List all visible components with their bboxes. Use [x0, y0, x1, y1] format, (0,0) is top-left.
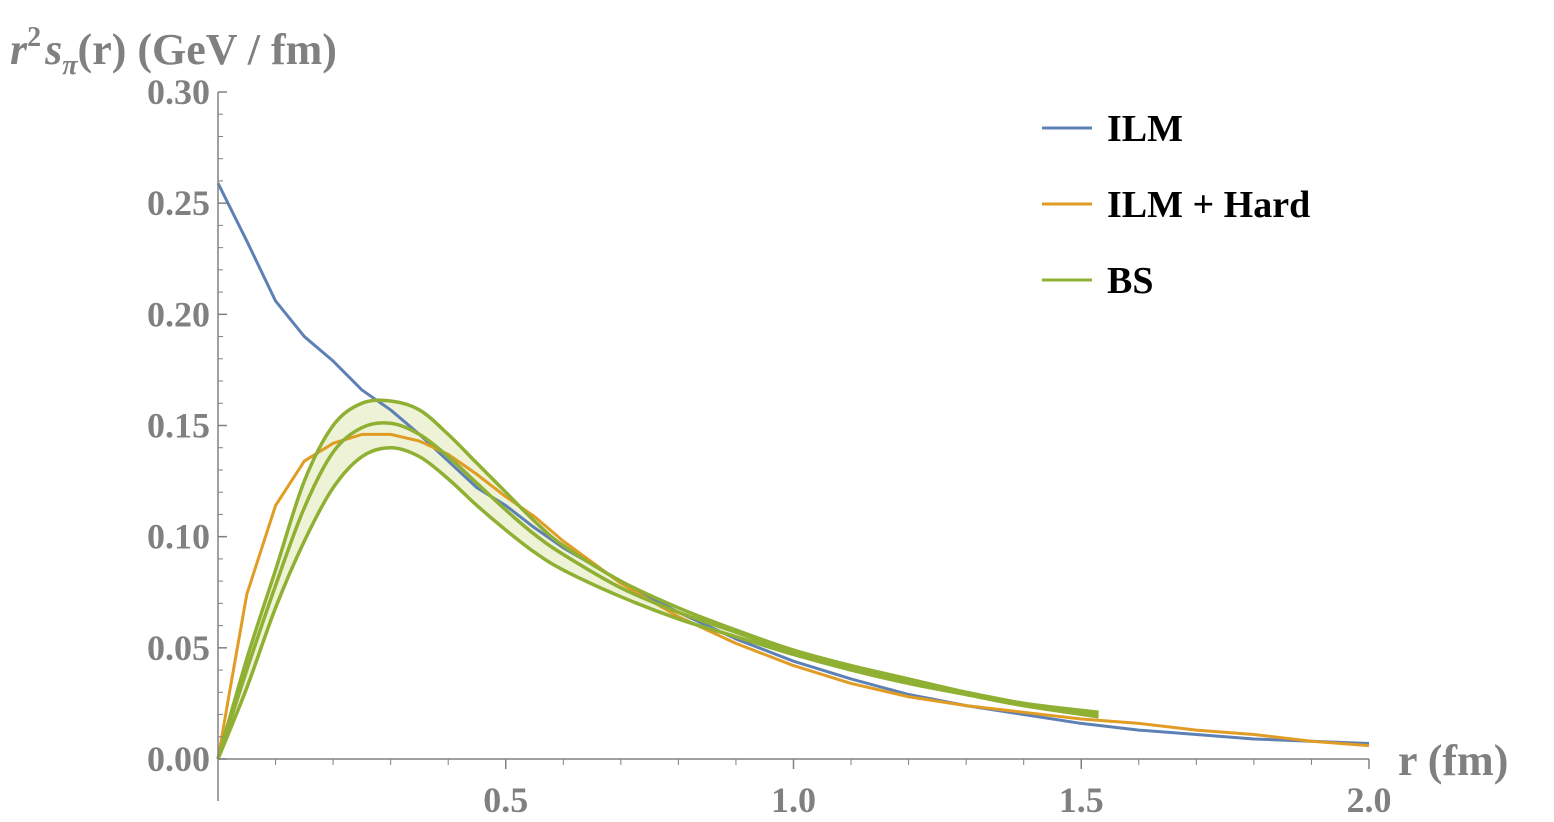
series-line-ilm: [216, 182, 1370, 745]
legend-label: ILM: [1107, 108, 1183, 150]
x-tick-label: 1.5: [1059, 780, 1104, 820]
y-tick-label: 0.15: [147, 406, 210, 446]
x-ticks: 0.5 1.0 1.5 2.0: [275, 759, 1392, 820]
y-axis-title-s: s: [44, 25, 62, 74]
y-axis-title: r2sπ(r) (GeV / fm): [10, 22, 337, 81]
legend: ILM ILM + Hard BS: [1042, 108, 1310, 302]
y-ticks: 0.00 0.05 0.10 0.15 0.20 0.25 0.30: [147, 72, 227, 779]
y-axis-title-subscript: π: [62, 50, 78, 81]
y-tick-label: 0.00: [147, 739, 210, 779]
series-line-bs-center: [216, 421, 1099, 760]
x-tick-label: 0.5: [483, 780, 528, 820]
y-tick-label: 0.20: [147, 294, 210, 334]
series-line-bs-upper: [216, 398, 1099, 760]
legend-label: BS: [1107, 260, 1153, 302]
x-tick-label: 2.0: [1347, 780, 1392, 820]
series-line-bs-lower: [216, 445, 1099, 760]
x-tick-label: 1.0: [771, 780, 816, 820]
y-tick-label: 0.25: [147, 183, 210, 223]
y-tick-label: 0.10: [147, 517, 210, 557]
y-axis-title-r: r: [10, 25, 28, 74]
legend-label: ILM + Hard: [1107, 184, 1310, 226]
y-axis-title-superscript: 2: [27, 22, 41, 53]
series-line-ilm-hard: [216, 432, 1370, 760]
x-axis-title: r (fm): [1398, 736, 1508, 785]
y-tick-label: 0.05: [147, 628, 210, 668]
y-axis-title-rest: (r) (GeV / fm): [78, 25, 337, 74]
y-tick-label: 0.30: [147, 72, 210, 112]
axes: 0.00 0.05 0.10 0.15 0.20 0.25 0.30 0.5 1.0 1.5 2.…: [147, 72, 1392, 820]
series-layer: [216, 182, 1370, 760]
